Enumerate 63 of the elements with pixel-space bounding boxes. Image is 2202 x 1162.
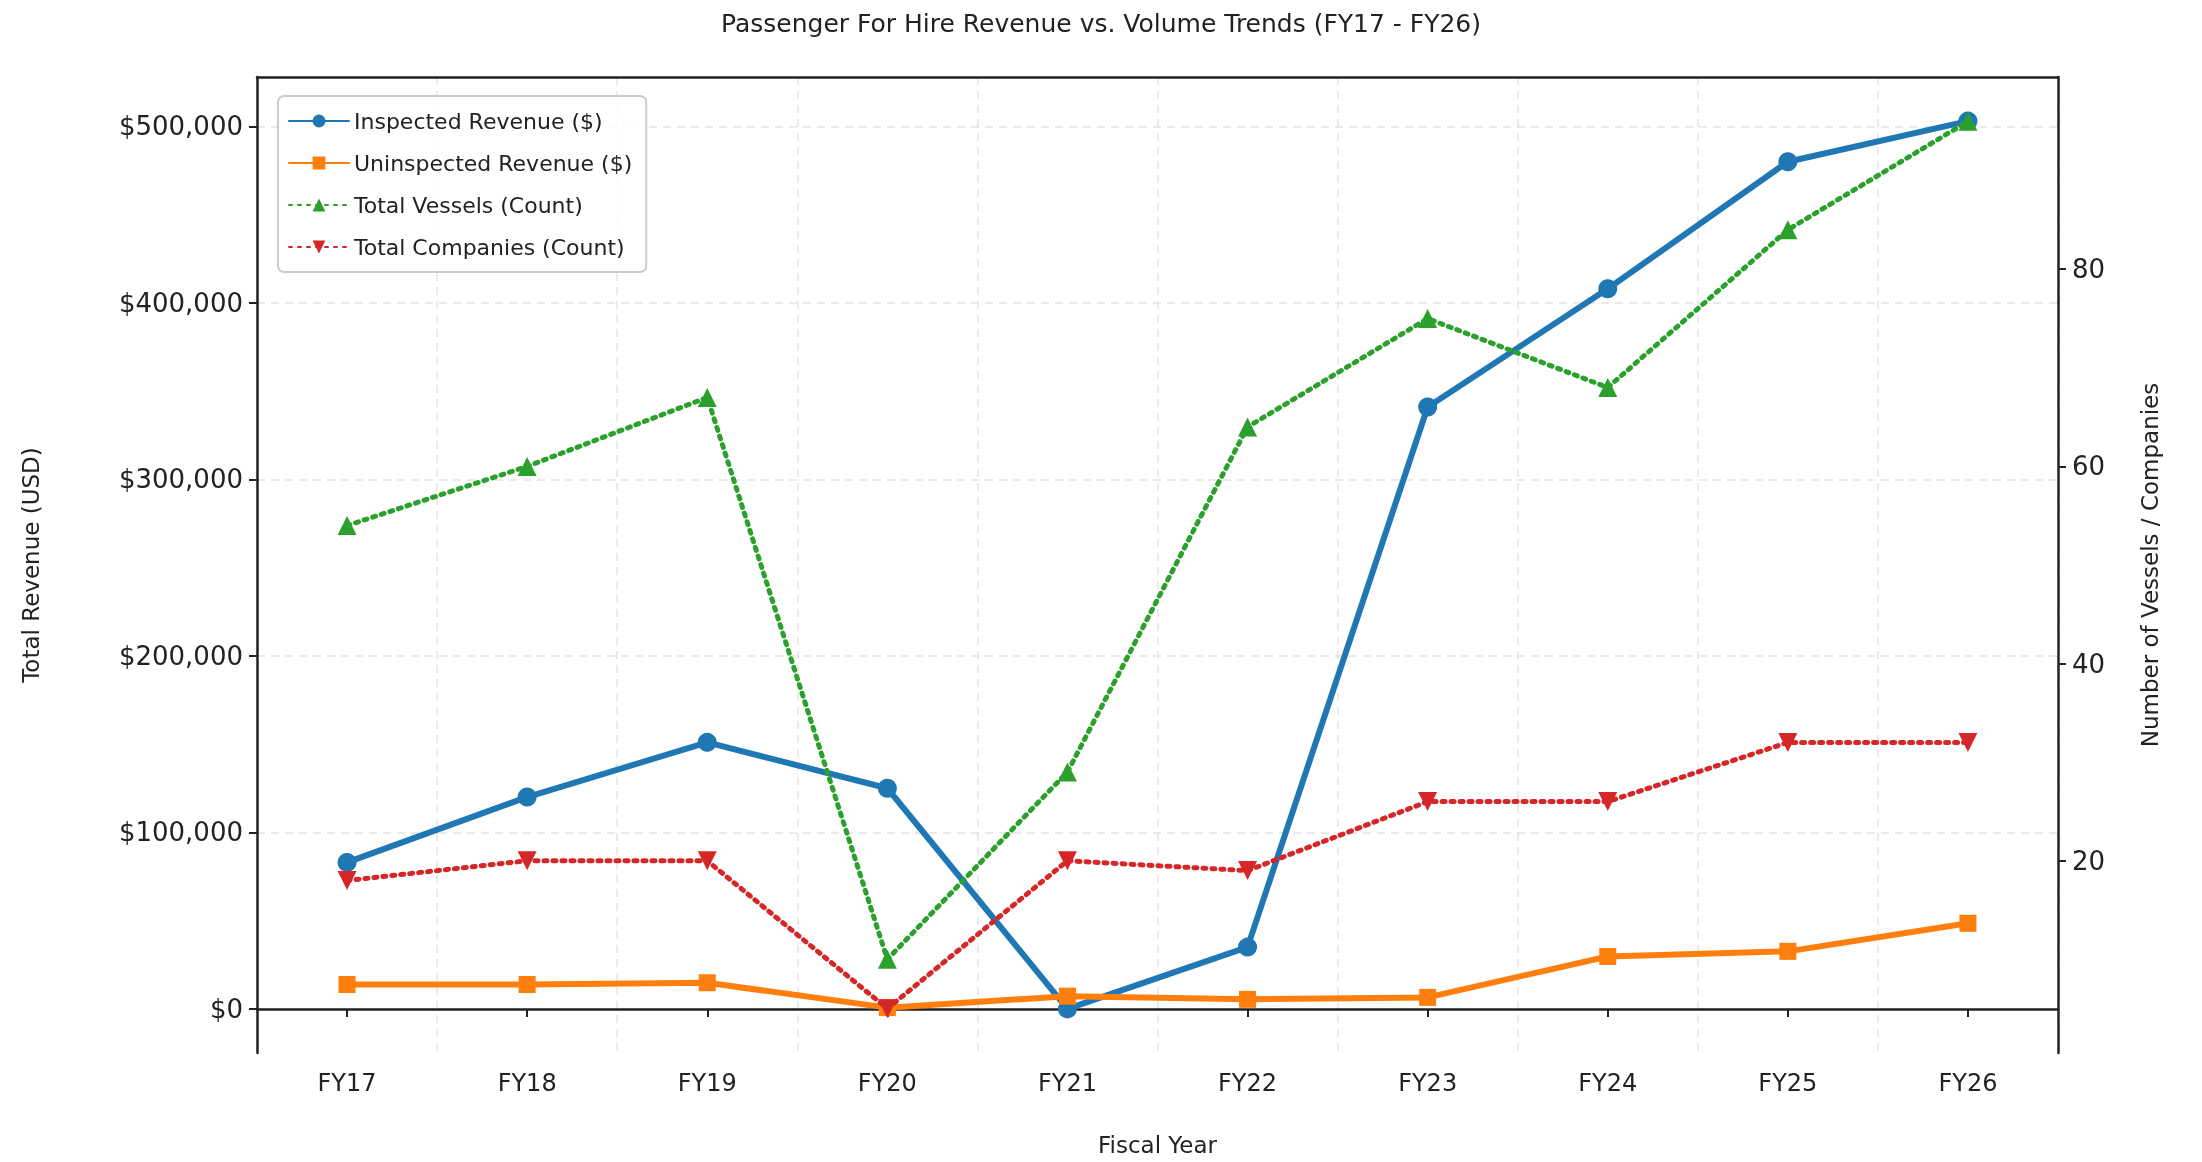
- point: [517, 456, 537, 476]
- legend-label: Uninspected Revenue ($): [354, 150, 633, 176]
- legend-label: Inspected Revenue ($): [354, 108, 603, 134]
- point: [697, 387, 717, 407]
- point: [1418, 397, 1438, 417]
- x-tick-label: FY17: [317, 1069, 377, 1097]
- point: [1778, 732, 1798, 752]
- y-tick-label: $400,000: [118, 287, 243, 318]
- y2-tick-label: 60: [2072, 451, 2106, 482]
- point: [338, 976, 356, 994]
- y-axis-title: Total Revenue (USD): [17, 447, 44, 684]
- point: [1598, 792, 1618, 812]
- point: [1958, 732, 1978, 752]
- y2-tick-label: 20: [2072, 845, 2106, 876]
- point: [697, 732, 717, 752]
- point: [518, 976, 536, 994]
- point: [1239, 990, 1257, 1008]
- point: [517, 787, 537, 807]
- x-tick-label: FY19: [677, 1069, 737, 1097]
- point: [517, 851, 537, 871]
- point: [337, 516, 357, 536]
- point: [1598, 378, 1618, 398]
- point: [698, 974, 716, 992]
- point: [1598, 279, 1618, 299]
- point: [1778, 152, 1798, 172]
- point: [1779, 942, 1797, 960]
- point: [1599, 947, 1617, 965]
- y-tick-label: $200,000: [118, 640, 243, 671]
- x-tick-label: FY24: [1578, 1069, 1638, 1097]
- y-tick-label: $500,000: [118, 111, 243, 142]
- point: [1418, 309, 1438, 329]
- point: [1959, 914, 1977, 932]
- x-axis-title: Fiscal Year: [1097, 1131, 1218, 1158]
- point: [1238, 937, 1258, 957]
- point: [1057, 851, 1077, 871]
- point: [877, 778, 897, 798]
- point: [337, 852, 357, 872]
- x-tick-label: FY25: [1758, 1069, 1818, 1097]
- y2-tick-label: 40: [2072, 648, 2106, 679]
- y2-tick-label: 80: [2072, 254, 2106, 285]
- y-tick-label: $0: [209, 993, 243, 1024]
- point: [337, 870, 357, 890]
- point: [1778, 220, 1798, 240]
- x-tick-label: FY23: [1398, 1069, 1458, 1097]
- legend-label: Total Companies (Count): [353, 234, 625, 260]
- x-tick-label: FY26: [1938, 1069, 1998, 1097]
- y2-axis-title: Number of Vessels / Companies: [2136, 382, 2163, 748]
- point: [1419, 988, 1437, 1006]
- point: [1058, 987, 1076, 1005]
- chart-title: Passenger For Hire Revenue vs. Volume Trends (FY17 - FY26): [720, 9, 1482, 38]
- x-tick-label: FY22: [1218, 1069, 1278, 1097]
- point: [697, 851, 717, 871]
- point: [877, 949, 897, 969]
- point: [1418, 792, 1438, 812]
- y-tick-label: $300,000: [118, 464, 243, 495]
- legend-label: Total Vessels (Count): [353, 192, 583, 218]
- x-tick-label: FY21: [1037, 1069, 1097, 1097]
- point: [1238, 417, 1258, 437]
- x-tick-label: FY20: [857, 1069, 917, 1097]
- x-tick-label: FY18: [497, 1069, 557, 1097]
- y-tick-label: $100,000: [118, 817, 243, 848]
- point: [1057, 762, 1077, 782]
- point: [1238, 861, 1258, 881]
